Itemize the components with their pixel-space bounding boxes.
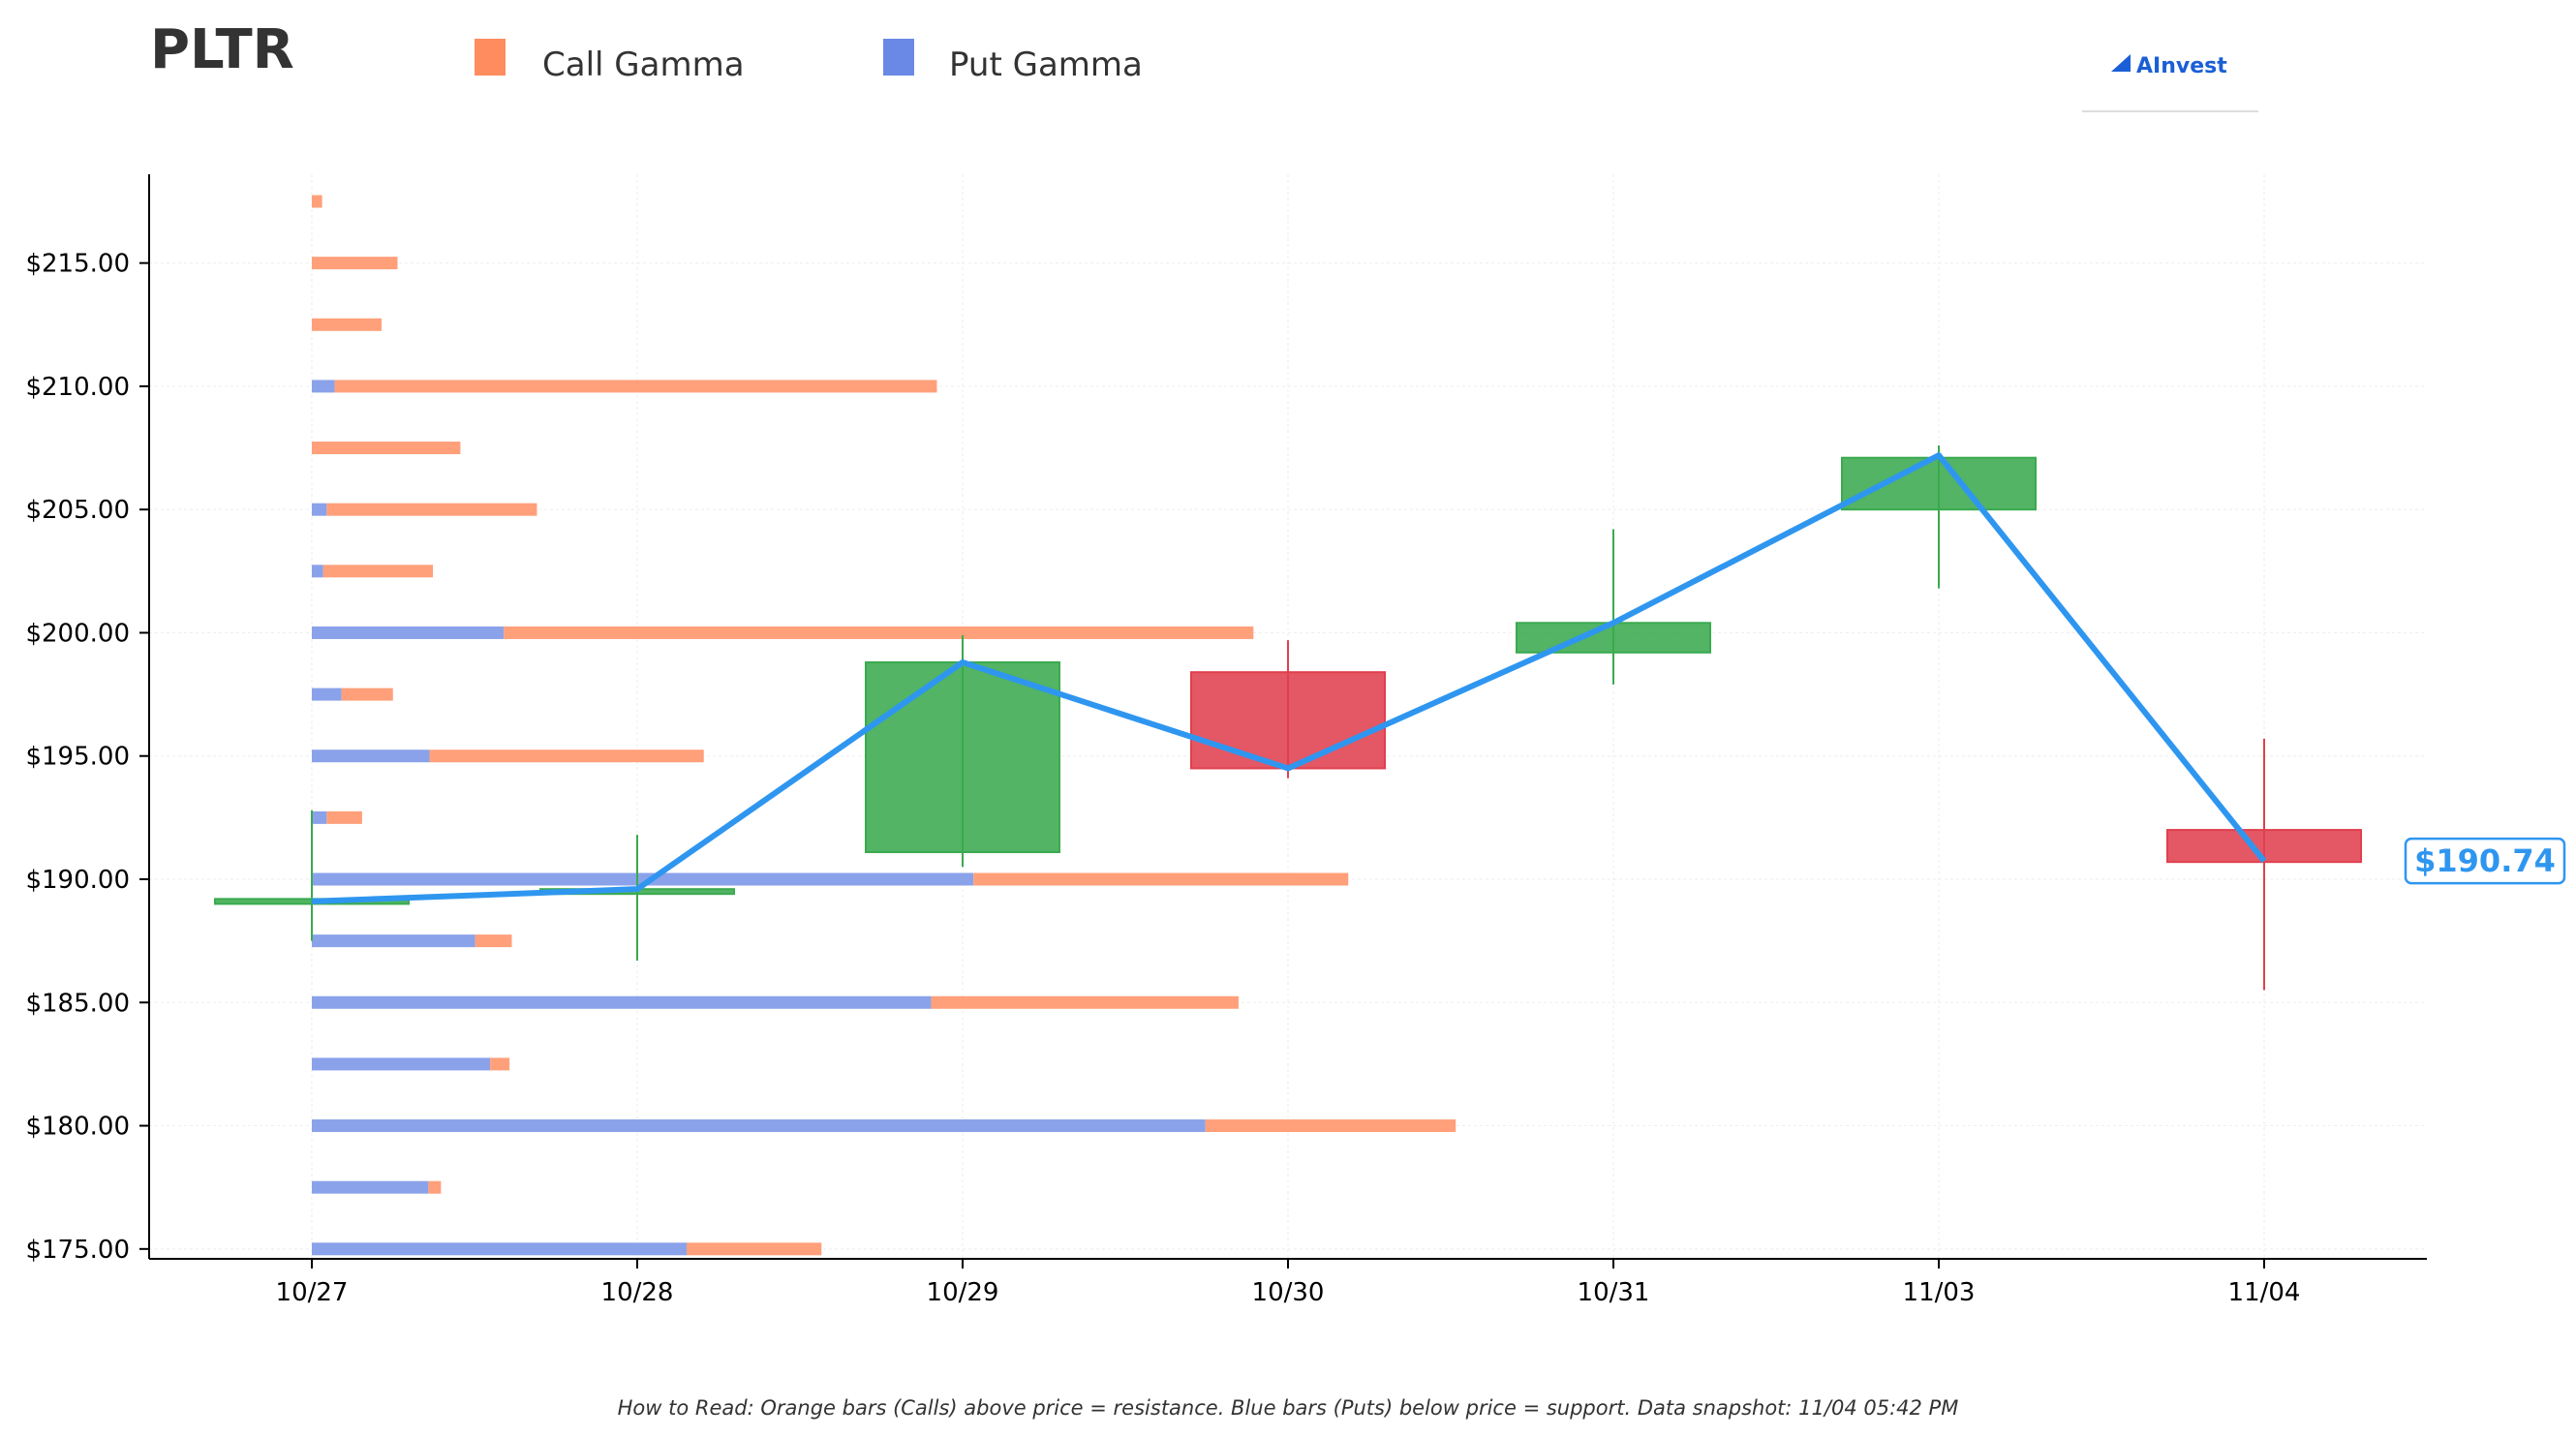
put-gamma-bar <box>312 1057 491 1071</box>
put-gamma-bar <box>312 1180 429 1194</box>
call-gamma-bar <box>312 442 461 455</box>
call-gamma-bar <box>341 688 393 701</box>
call-gamma-bar <box>326 503 537 516</box>
y-tick-label: $200.00 <box>25 619 130 648</box>
put-gamma-bar <box>312 688 342 701</box>
call-gamma-bar <box>1205 1119 1457 1133</box>
call-gamma-bar <box>490 1057 510 1071</box>
x-tick-label: 11/03 <box>1903 1278 1976 1307</box>
put-gamma-legend-label: Put Gamma <box>949 46 1143 84</box>
put-gamma-bar <box>312 1119 1206 1133</box>
put-gamma-bar <box>312 503 327 516</box>
ainvest-logo-icon <box>2111 54 2131 72</box>
x-tick-label: 10/28 <box>601 1278 674 1307</box>
put-gamma-bar <box>312 749 430 763</box>
call-gamma-bar <box>687 1242 822 1256</box>
put-gamma-bar <box>312 1242 688 1256</box>
footnote: How to Read: Orange bars (Calls) above p… <box>618 1396 1959 1420</box>
call-gamma-bar <box>931 995 1239 1009</box>
y-tick-label: $190.00 <box>25 866 130 895</box>
x-tick-label: 10/29 <box>927 1278 999 1307</box>
call-gamma-bar <box>428 1180 442 1194</box>
put-gamma-bar <box>312 995 932 1009</box>
y-tick-label: $205.00 <box>25 496 130 525</box>
call-gamma-bar <box>322 565 434 578</box>
put-gamma-bar <box>312 565 323 578</box>
candle-body <box>865 661 1060 853</box>
gamma-bars <box>312 195 1457 1256</box>
close-price-line <box>311 452 2267 904</box>
put-gamma-bar <box>312 872 974 886</box>
call-gamma-legend-label: Call Gamma <box>542 46 745 84</box>
current-price-label: $190.74 <box>2404 837 2566 885</box>
put-gamma-bar <box>312 626 505 639</box>
call-gamma-bar <box>504 626 1254 639</box>
put-gamma-bar <box>312 934 475 948</box>
y-tick-label: $185.00 <box>25 989 130 1018</box>
ainvest-logo-text: AInvest <box>2136 54 2227 78</box>
ainvest-logo: AInvest <box>2082 54 2258 112</box>
y-tick-label: $210.00 <box>25 373 130 402</box>
candle-body <box>1841 456 2037 511</box>
call-gamma-bar <box>326 810 362 824</box>
y-tick-label: $195.00 <box>25 743 130 772</box>
call-gamma-bar <box>312 195 322 208</box>
y-tick-label: $215.00 <box>25 250 130 279</box>
x-tick-label: 11/04 <box>2228 1278 2301 1307</box>
x-tick-label: 10/30 <box>1252 1278 1325 1307</box>
put-gamma-bar <box>312 380 335 393</box>
call-gamma-bar <box>312 257 398 270</box>
put-gamma-bar <box>312 810 327 824</box>
x-tick-label: 10/31 <box>1578 1278 1650 1307</box>
y-tick-label: $180.00 <box>25 1113 130 1142</box>
axes: $175.00 $180.00 $185.00 $190.00 $195.00 $200.… <box>25 174 2427 1307</box>
call-gamma-bar <box>429 749 704 763</box>
candle-body <box>1516 622 1711 654</box>
call-gamma-bar <box>475 934 512 948</box>
put-gamma-legend-swatch <box>883 39 914 76</box>
y-tick-label: $175.00 <box>25 1236 130 1265</box>
chart-title: PLTR <box>150 18 294 81</box>
call-gamma-bar <box>973 872 1349 886</box>
call-gamma-bar <box>334 380 937 393</box>
candle-body <box>1190 671 1386 770</box>
x-tick-label: 10/27 <box>276 1278 349 1307</box>
current-price-box <box>2404 837 2566 885</box>
current-price-value: $190.74 <box>2414 842 2556 879</box>
close-price-line-group <box>311 452 2267 904</box>
call-gamma-bar <box>312 318 382 331</box>
call-gamma-legend-swatch <box>475 39 506 76</box>
